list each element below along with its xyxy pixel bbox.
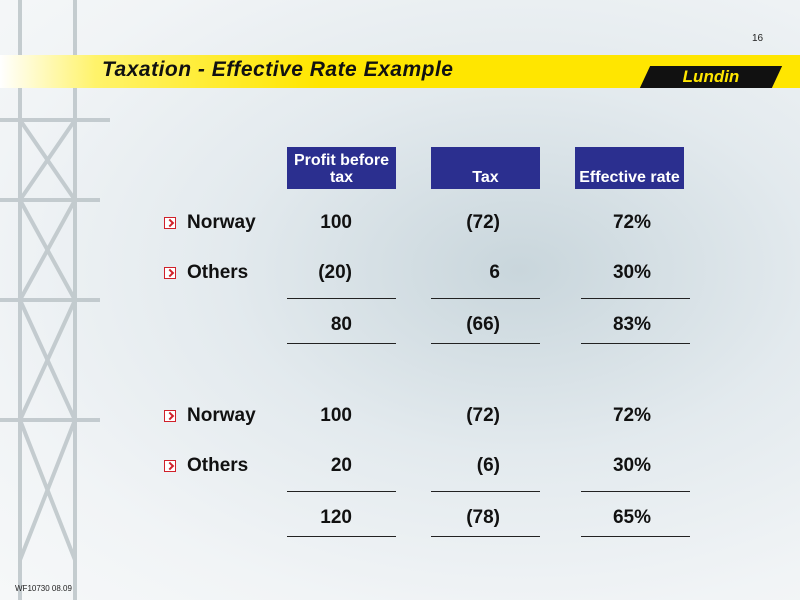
total-value: 83% <box>612 314 651 335</box>
row-label: Norway <box>187 212 256 233</box>
cell-value: 30% <box>612 455 651 476</box>
cell-value: (72) <box>466 405 500 426</box>
bullet-icon <box>164 267 176 279</box>
separator-line <box>581 343 690 344</box>
column-header: Profit before tax <box>287 147 396 189</box>
cell-value: 72% <box>612 405 651 426</box>
row-label: Others <box>187 262 249 283</box>
separator-line <box>431 343 540 344</box>
footer-code: WF10730 08.09 <box>15 584 72 593</box>
cell-value: 100 <box>320 405 352 426</box>
separator-line <box>287 536 396 537</box>
separator-line <box>431 491 540 492</box>
separator-line <box>431 298 540 299</box>
bullet-icon <box>164 217 176 229</box>
cell-value: (6) <box>476 455 500 476</box>
cell-value: 100 <box>320 212 352 233</box>
separator-line <box>287 298 396 299</box>
separator-line <box>581 491 690 492</box>
row-label: Norway <box>187 405 256 426</box>
cell-value: 6 <box>489 262 500 283</box>
total-value: 80 <box>330 314 352 335</box>
total-value: 65% <box>612 507 651 528</box>
logo: Lundin <box>639 66 783 88</box>
bullet-icon <box>164 410 176 422</box>
cell-value: (72) <box>466 212 500 233</box>
logo-text: Lundin <box>682 67 740 86</box>
cell-value: 20 <box>330 455 352 476</box>
separator-line <box>581 536 690 537</box>
column-header: Effective rate <box>575 147 684 189</box>
cell-value: (20) <box>318 262 352 283</box>
separator-line <box>287 491 396 492</box>
cell-value: 30% <box>612 262 651 283</box>
separator-line <box>431 536 540 537</box>
separator-line <box>581 298 690 299</box>
total-value: (66) <box>466 314 500 335</box>
background-tower <box>0 0 110 600</box>
total-value: 120 <box>320 507 352 528</box>
bullet-icon <box>164 460 176 472</box>
separator-line <box>287 343 396 344</box>
cell-value: 72% <box>612 212 651 233</box>
column-header: Tax <box>431 147 540 189</box>
row-label: Others <box>187 455 249 476</box>
total-value: (78) <box>466 507 500 528</box>
slide-title: Taxation - Effective Rate Example <box>102 58 454 81</box>
page-number: 16 <box>752 33 764 44</box>
